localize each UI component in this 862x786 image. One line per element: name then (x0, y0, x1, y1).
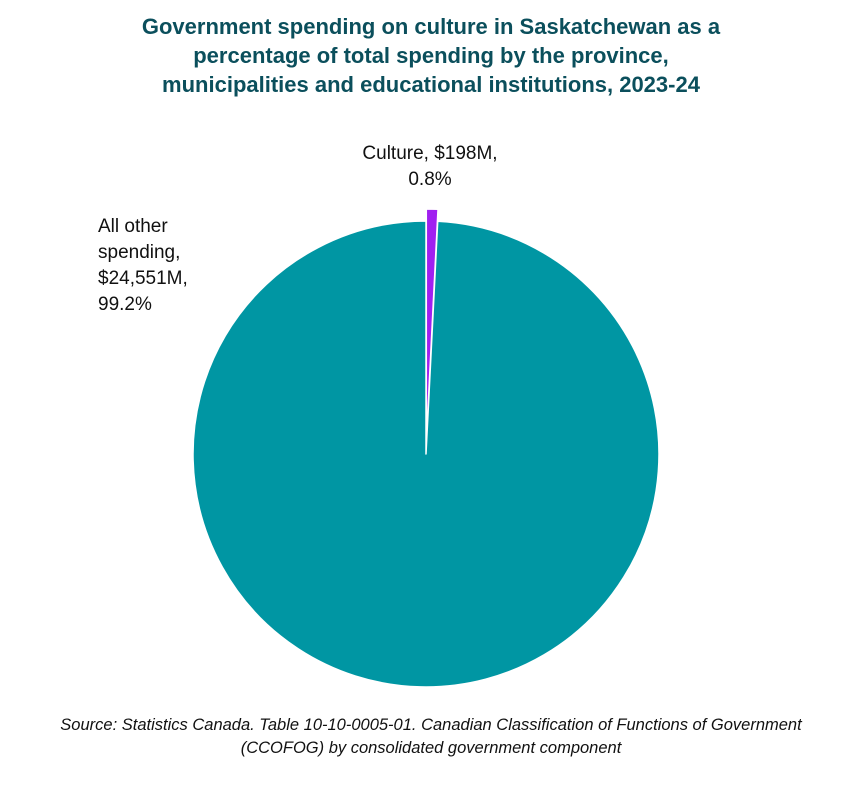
chart-title: Government spending on culture in Saskat… (141, 14, 721, 97)
other-spending-slice-label: All other spending, $24,551M, 99.2% (98, 216, 188, 315)
pie-slices (192, 208, 660, 688)
source-note: Source: Statistics Canada. Table 10-10-0… (60, 716, 802, 757)
pie-slice-all-other-spending (192, 220, 660, 688)
culture-slice-label: Culture, $198M, 0.8% (362, 143, 498, 190)
